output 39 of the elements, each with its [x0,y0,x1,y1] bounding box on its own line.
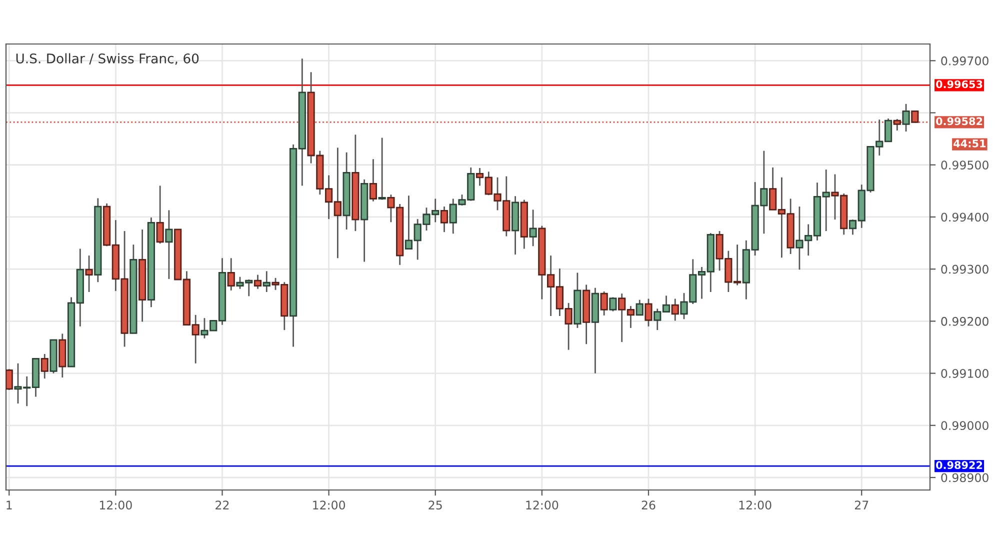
candlestick [529,208,537,247]
y-tick-label: 0.99700 [941,56,988,66]
candlestick [636,299,644,316]
candlestick [378,137,386,200]
candlestick [262,270,270,293]
x-tick-label: 27 [854,500,868,510]
candlestick [156,185,164,244]
candlestick [85,254,93,293]
text: U.S. Dollar / Swiss Franc, 60 [16,53,199,65]
candlestick [227,257,235,292]
y-tick-label: 0.99400 [941,212,988,222]
candlestick [600,290,608,316]
x-tick-label: 25 [428,500,442,510]
candlestick [254,274,262,290]
x-tick-label: 12:00 [739,500,772,510]
y-tick-label: 0.99000 [941,421,988,430]
text: 44:51 [954,140,986,148]
candlestick [40,353,48,380]
ref-line-label: 0.98922 [936,461,982,470]
x-tick-label: 12:00 [313,500,346,510]
candlestick [369,158,378,202]
ref-line-label: 0.99582 [936,117,982,126]
x-tick-label: 22 [216,500,229,510]
candlestick [440,206,448,233]
x-tick-label: 1 [6,500,12,510]
x-tick-label: 26 [642,500,656,510]
candlestick [671,298,679,322]
y-tick-label: 0.98900 [941,473,988,482]
candlestick [902,103,910,132]
x-tick-label: 12:00 [526,500,558,510]
candlestick [644,298,652,328]
candlestick [609,296,617,312]
y-tick-label: 0.99500 [941,160,988,170]
candlestick [165,210,173,280]
y-tick-label: 0.99300 [941,264,988,274]
ref-line-label: 0.99653 [936,80,982,88]
y-tick-label: 0.99100 [941,369,988,378]
y-tick-label: 0.99200 [941,316,988,326]
x-tick-label: 12:00 [100,500,132,510]
